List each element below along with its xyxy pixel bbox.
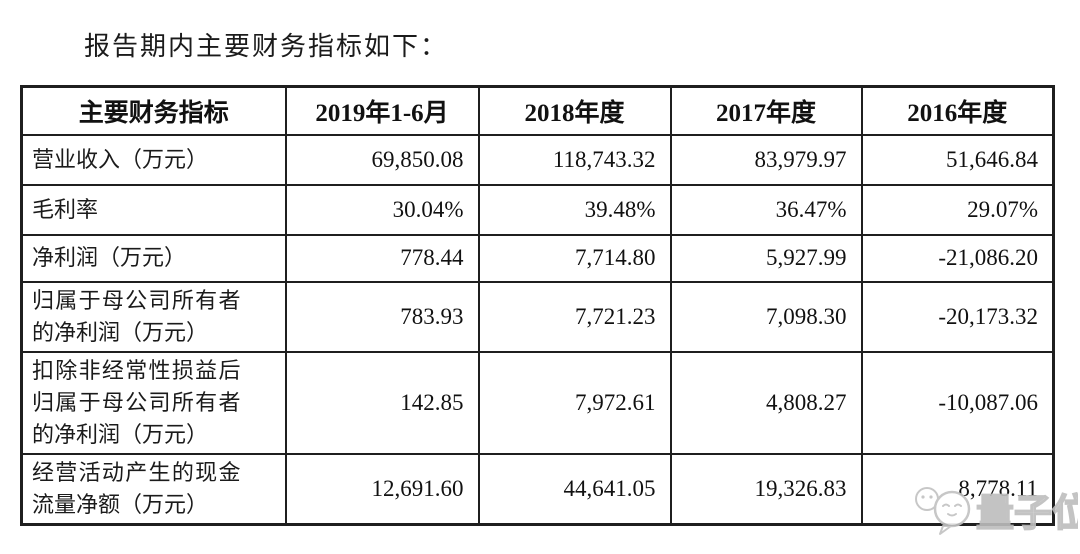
cell-value: 12,691.60: [284, 452, 480, 525]
column-header-2018: 2018年度: [477, 85, 672, 136]
row-label: 净利润（万元）: [20, 233, 287, 283]
cell-value: -20,173.32: [860, 280, 1055, 353]
cell-value: 30.04%: [284, 183, 480, 236]
table-header-row: 主要财务指标 2019年1-6月 2018年度 2017年度 2016年度: [20, 85, 1055, 136]
table-row-operating-cash-flow: 经营活动产生的现金流量净额（万元） 12,691.60 44,641.05 19…: [20, 452, 1055, 525]
qbitai-watermark: 量子位: [910, 482, 1078, 540]
cell-value: 39.48%: [477, 183, 672, 236]
row-label: 经营活动产生的现金流量净额（万元）: [20, 452, 287, 525]
cell-value: 51,646.84: [860, 133, 1055, 186]
watermark-text: 量子位: [976, 493, 1078, 535]
table-row-revenue: 营业收入（万元） 69,850.08 118,743.32 83,979.97 …: [20, 133, 1055, 186]
row-label: 扣除非经常性损益后归属于母公司所有者的净利润（万元）: [20, 350, 287, 455]
cell-value: 7,098.30: [669, 280, 863, 353]
cell-value: 7,721.23: [477, 280, 672, 353]
cell-value: 5,927.99: [669, 233, 863, 283]
cell-value: -21,086.20: [860, 233, 1055, 283]
table-row-non-recurring-net-profit: 扣除非经常性损益后归属于母公司所有者的净利润（万元） 142.85 7,972.…: [20, 350, 1055, 455]
cell-value: 118,743.32: [477, 133, 672, 186]
row-label: 营业收入（万元）: [20, 133, 287, 186]
cell-value: 29.07%: [860, 183, 1055, 236]
row-label: 毛利率: [20, 183, 287, 236]
cell-value: 778.44: [284, 233, 480, 283]
cell-value: 69,850.08: [284, 133, 480, 186]
cell-value: 36.47%: [669, 183, 863, 236]
table-row-parent-net-profit: 归属于母公司所有者的净利润（万元） 783.93 7,721.23 7,098.…: [20, 280, 1055, 353]
column-header-indicator: 主要财务指标: [20, 85, 287, 136]
cell-value: 7,972.61: [477, 350, 672, 455]
row-label: 归属于母公司所有者的净利润（万元）: [20, 280, 287, 353]
column-header-2019h1: 2019年1-6月: [284, 85, 480, 136]
table-row-gross-margin: 毛利率 30.04% 39.48% 36.47% 29.07%: [20, 183, 1055, 236]
cell-value: -10,087.06: [860, 350, 1055, 455]
cell-value: 44,641.05: [477, 452, 672, 525]
table-row-net-profit: 净利润（万元） 778.44 7,714.80 5,927.99 -21,086…: [20, 233, 1055, 283]
cell-value: 142.85: [284, 350, 480, 455]
speech-bubble-face-icon: [915, 487, 971, 535]
column-header-2016: 2016年度: [860, 85, 1055, 136]
cell-value: 19,326.83: [669, 452, 863, 525]
page-title: 报告期内主要财务指标如下：: [84, 32, 449, 61]
cell-value: 783.93: [284, 280, 480, 353]
cell-value: 4,808.27: [669, 350, 863, 455]
cell-value: 83,979.97: [669, 133, 863, 186]
financial-indicators-table: 主要财务指标 2019年1-6月 2018年度 2017年度 2016年度 营业…: [20, 85, 1055, 526]
column-header-2017: 2017年度: [669, 85, 863, 136]
cell-value: 7,714.80: [477, 233, 672, 283]
